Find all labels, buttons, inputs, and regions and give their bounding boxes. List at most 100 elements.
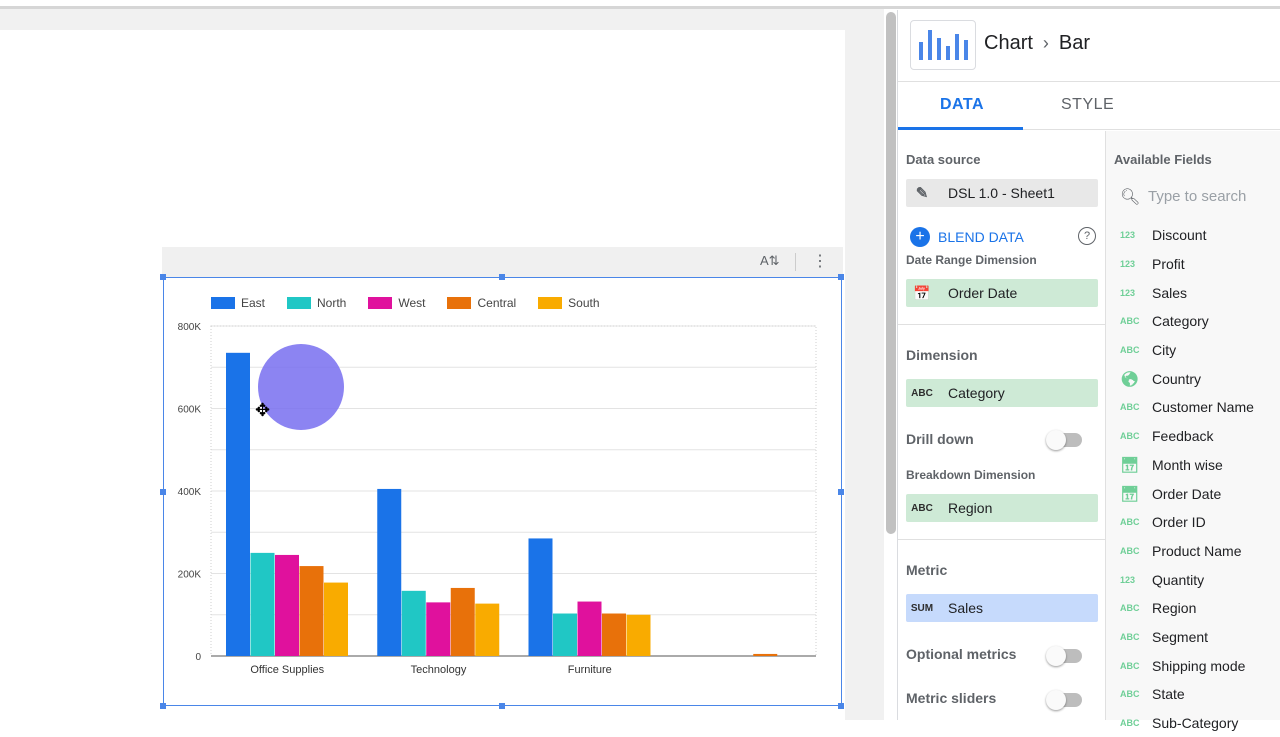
legend-label: North [317,296,347,310]
date-range-title: Date Range Dimension [906,253,1037,267]
field-item[interactable]: ABC City [1106,336,1280,365]
field-item[interactable]: 🌎︎ Country [1106,364,1280,393]
legend-item-central[interactable]: Central [447,296,516,310]
breadcrumb: Chart › Bar [984,32,1090,55]
field-name: State [1152,686,1185,703]
optional-metrics-toggle[interactable] [1046,646,1082,666]
field-item[interactable]: 123 Sales [1106,278,1280,307]
field-item[interactable]: 📅︎ Order Date [1106,479,1280,508]
resize-handle-br[interactable] [838,703,844,709]
y-tick-label: 600K [178,405,202,416]
add-circle-icon: + [910,227,930,247]
field-search: 🔍︎ [1106,181,1280,211]
tab-style[interactable]: STYLE [1061,96,1115,113]
text-type-icon: ABC [1120,316,1140,327]
text-type-icon: ABC [1120,603,1140,614]
breakdown-title: Breakdown Dimension [906,468,1036,482]
optional-metrics-label: Optional metrics [906,646,1017,662]
field-item[interactable]: ABC State [1106,680,1280,709]
field-item[interactable]: ABC Region [1106,594,1280,623]
bar-west [426,602,451,656]
drill-down-label: Drill down [906,431,974,447]
data-source-chip[interactable]: ✎ DSL 1.0 - Sheet1 [906,179,1098,207]
field-name: Feedback [1152,428,1214,445]
plot-border [210,325,817,657]
text-type-icon: ABC [911,502,933,514]
legend-swatch [287,297,312,309]
resize-handle-b[interactable] [499,703,505,709]
text-type-icon: ABC [1120,545,1140,556]
bar-chart-type-icon[interactable] [910,20,976,70]
legend-label: West [398,296,426,310]
sort-icon[interactable]: A⇅ [760,253,780,268]
bar-east [226,352,250,656]
text-type-icon: ABC [1120,431,1140,442]
x-tick-label: Office Supplies [250,664,324,676]
bar-central [753,653,778,656]
y-tick-label: 200K [178,570,202,581]
field-item[interactable]: 📅︎ Month wise [1106,451,1280,480]
blend-data-button[interactable]: + BLEND DATA [910,227,1024,247]
dimension-field: Category [948,385,1005,401]
field-item[interactable]: ABC Segment [1106,623,1280,652]
field-item[interactable]: ABC Category [1106,307,1280,336]
legend-item-south[interactable]: South [538,296,600,310]
globe-icon: 🌎︎ [1120,370,1140,388]
resize-handle-r[interactable] [838,489,844,495]
field-name: Sub-Category [1152,715,1239,732]
more-vert-icon[interactable]: ⋮ [812,253,828,270]
resize-handle-tl[interactable] [160,274,166,280]
field-search-input[interactable] [1148,184,1278,208]
y-tick-label: 400K [178,487,202,498]
bar-west [577,601,602,656]
field-item[interactable]: 123 Discount [1106,221,1280,250]
field-item[interactable]: 123 Quantity [1106,565,1280,594]
breadcrumb-root[interactable]: Chart [984,32,1033,54]
legend-item-east[interactable]: East [211,296,265,310]
field-item[interactable]: ABC Order ID [1106,508,1280,537]
text-type-icon: ABC [1120,402,1140,413]
resize-handle-bl[interactable] [160,703,166,709]
field-name: Month wise [1152,456,1223,473]
calendar-icon: 📅︎ [1120,456,1140,474]
panel-header: Chart › Bar [898,10,1280,82]
help-icon[interactable]: ? [1078,227,1096,245]
field-item[interactable]: ABC Product Name [1106,537,1280,566]
metric-sliders-label: Metric sliders [906,690,997,706]
canvas-scrollbar[interactable] [886,12,896,534]
aggregation-tag[interactable]: SUM [910,602,934,614]
legend-item-north[interactable]: North [287,296,346,310]
field-item[interactable]: 123 Profit [1106,250,1280,279]
drill-down-toggle[interactable] [1046,430,1082,450]
date-range-field: Order Date [948,285,1018,301]
bar-chart[interactable]: 0 200K 400K 600K 800K Office Supplies Technolo… [164,316,838,686]
field-name: Profit [1152,256,1185,273]
tab-data[interactable]: DATA [940,96,985,113]
field-item[interactable]: ABC Shipping mode [1106,651,1280,680]
bar-east [528,538,553,656]
metric-sliders-toggle[interactable] [1046,690,1082,710]
available-fields-column: Available Fields 🔍︎ 123 Discount 123 Profit… [1106,131,1280,731]
bar-west [275,554,299,656]
legend-label: Central [477,296,517,310]
y-tick-label: 800K [178,322,202,333]
resize-handle-tr[interactable] [838,274,844,280]
resize-handle-t[interactable] [499,274,505,280]
field-item[interactable]: ABC Sub-Category [1106,709,1280,737]
legend-item-west[interactable]: West [368,296,425,310]
search-icon: 🔍︎ [1120,189,1141,206]
resize-handle-l[interactable] [160,489,166,495]
pencil-icon[interactable]: ✎ [915,185,929,202]
field-name: Region [1152,600,1197,617]
field-item[interactable]: ABC Customer Name [1106,393,1280,422]
field-name: Order Date [1152,485,1222,502]
section-divider [898,324,1106,325]
field-item[interactable]: ABC Feedback [1106,422,1280,451]
metric-chip[interactable]: SUM Sales [906,594,1098,622]
bar-north [250,552,275,656]
bar-north [553,613,577,656]
field-name: Order ID [1152,514,1206,531]
date-range-chip[interactable]: 📅 Order Date [906,279,1098,307]
breakdown-chip[interactable]: ABC Region [906,494,1098,522]
dimension-chip[interactable]: ABC Category [906,379,1098,407]
